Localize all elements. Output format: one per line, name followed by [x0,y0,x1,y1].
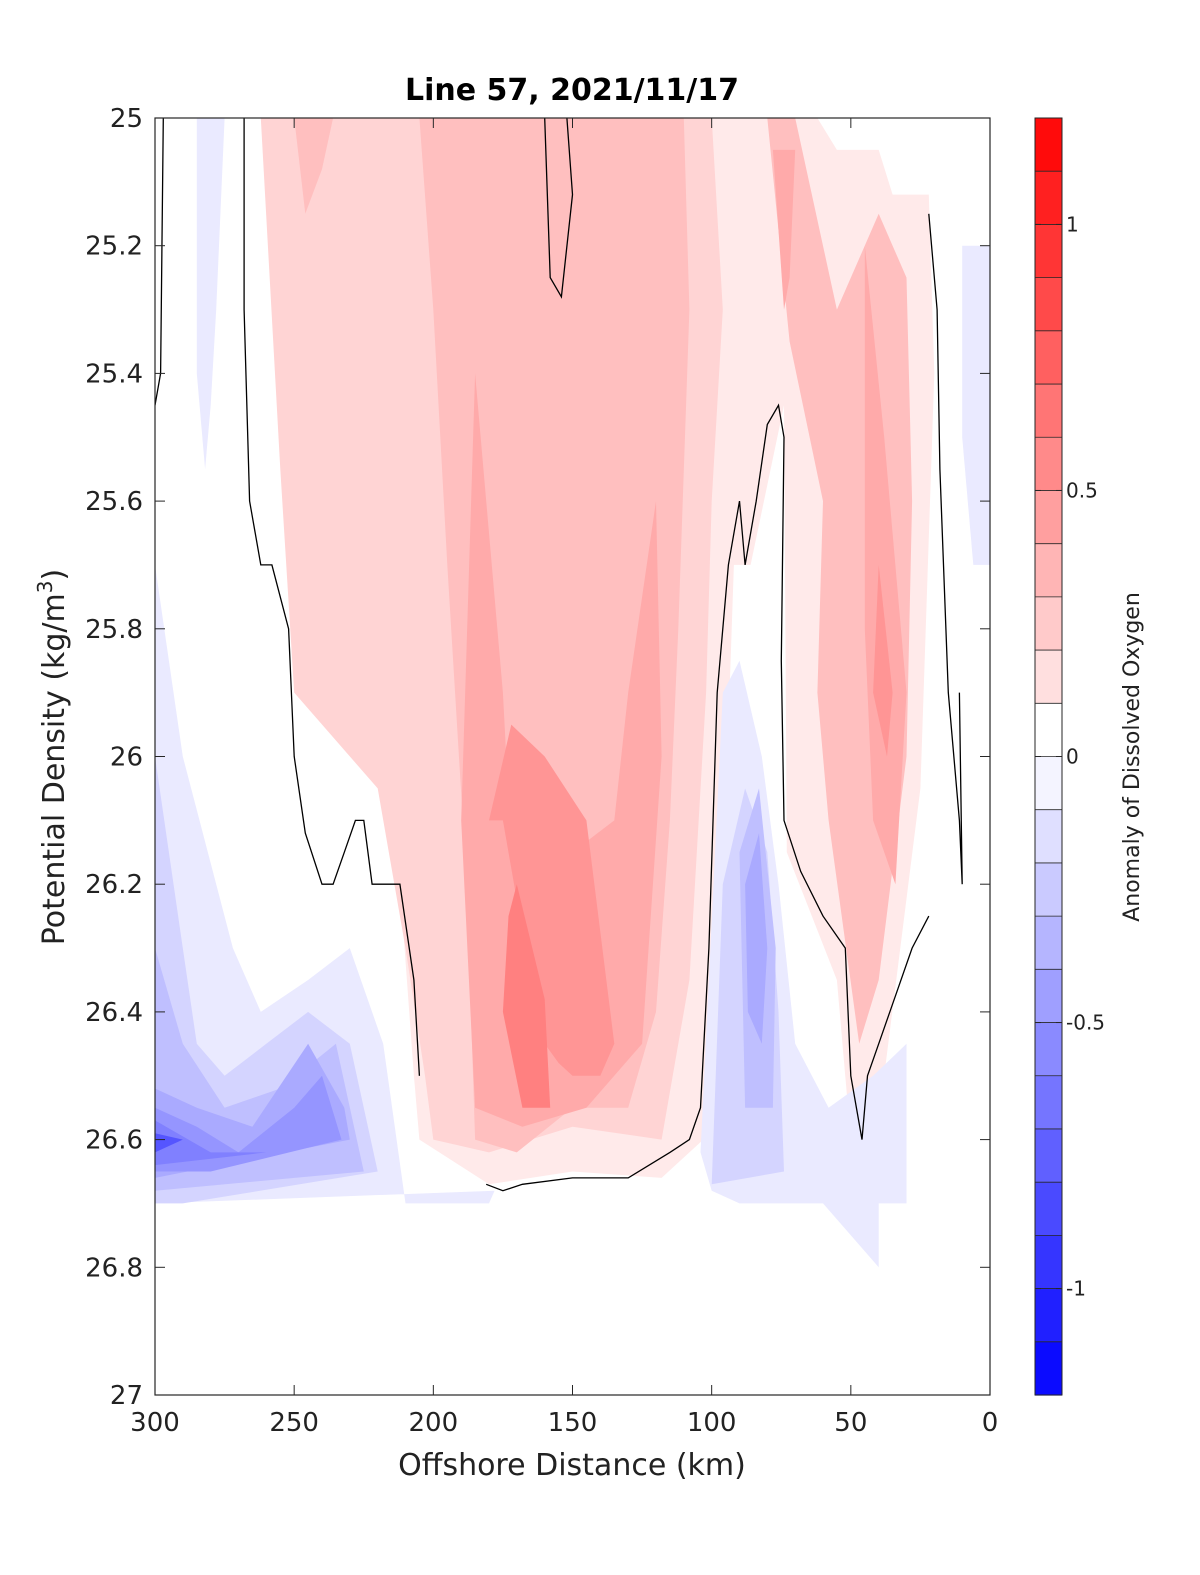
contour-region-negative [196,118,225,470]
y-tick-label: 25.2 [85,232,143,262]
zero-contour-line [485,403,930,1192]
colorbar-swatch [1035,862,1062,917]
contour-region-positive [864,245,907,885]
colorbar-swatch [1035,1341,1062,1396]
colorbar-swatch [1035,969,1062,1024]
colorbar-label: Anomaly of Dissolved Oxygen [1120,592,1145,922]
y-axis-label-superscript: 3 [33,580,57,593]
colorbar-swatch [1035,1182,1062,1236]
colorbar-swatch [1035,1128,1062,1183]
colorbar-swatch [1035,1022,1062,1077]
zero-contour-line [544,118,574,299]
colorbar-swatch [1035,650,1062,704]
colorbar-ticks: 1 0.5 0 -0.5 -1 [1035,212,1105,1301]
colorbar-swatch [1035,118,1062,172]
colorbar-swatch [1035,543,1062,598]
colorbar-swatch [1035,1075,1062,1130]
chart-title: Line 57, 2021/11/17 [405,73,739,108]
y-tick-label: 25.6 [85,487,143,517]
y-tick-label: 26.4 [85,998,143,1028]
colorbar-swatch [1035,384,1062,438]
colorbar-swatch [1035,171,1062,226]
contour-region-positive [502,884,551,1108]
colorbar-swatch [1035,277,1062,332]
y-tick-label: 25.4 [85,359,143,389]
x-tick-label: 100 [687,1408,737,1438]
x-tick-label: 300 [130,1408,180,1438]
y-axis-label: Potential Density (kg/m3) [33,569,72,945]
colorbar-swatch [1035,809,1062,864]
contour-region-negative [745,833,768,1044]
colorbar-swatch [1035,330,1062,385]
x-tick-label: 150 [548,1408,598,1438]
y-axis-label-main: Potential Density (kg/m [37,593,72,945]
x-tick-label: 200 [409,1408,459,1438]
colorbar-tick-label: 0.5 [1066,478,1098,502]
x-axis-label: Offshore Distance (km) [398,1448,746,1483]
x-tick-label: 50 [834,1408,867,1438]
colorbar-swatch [1035,703,1062,758]
colorbar-swatch [1035,1288,1062,1343]
colorbar-tick-label: 1 [1066,212,1079,236]
contour-fill-regions [155,118,990,1268]
contour-region-negative [155,564,495,1204]
y-tick-label: 26.8 [85,1253,143,1283]
colorbar-swatch [1035,596,1062,651]
colorbar-swatch [1035,916,1062,970]
y-tick-label: 27 [110,1381,143,1411]
y-tick-label: 26.6 [85,1126,143,1156]
colorbar-tick-label: -0.5 [1066,1011,1105,1035]
y-axis-ticks: 25 25.2 25.4 25.6 25.8 26 26.2 26.4 26.6 26.8 27 [85,104,990,1411]
contour-region-positive [294,118,334,214]
contour-region-positive [489,724,615,1076]
contour-region-positive [772,149,796,310]
colorbar-tick-label: 0 [1066,745,1079,769]
y-tick-label: 26.2 [85,870,143,900]
contour-region-negative [962,245,990,565]
x-tick-label: 250 [269,1408,319,1438]
x-axis-ticks: 300 250 200 150 100 50 0 [130,118,998,1438]
x-tick-label: 0 [982,1408,999,1438]
colorbar [1035,117,1062,1396]
colorbar-swatch [1035,437,1062,492]
contour-region-positive [873,564,893,757]
y-tick-label: 26 [110,743,143,773]
colorbar-frame [1034,117,1063,1396]
colorbar-tick-label: -1 [1066,1277,1086,1301]
y-tick-label: 25 [110,104,143,134]
colorbar-swatch [1035,490,1062,545]
zero-contour-line [243,118,421,1076]
zero-contour-line [928,213,963,885]
colorbar-swatch [1035,1235,1062,1290]
colorbar-swatch [1035,756,1062,811]
y-tick-label: 25.8 [85,615,143,645]
contour-region-negative [155,1133,183,1153]
y-axis-label-suffix: ) [37,569,72,581]
contour-region-negative [155,1120,267,1166]
colorbar-swatch [1035,224,1062,279]
